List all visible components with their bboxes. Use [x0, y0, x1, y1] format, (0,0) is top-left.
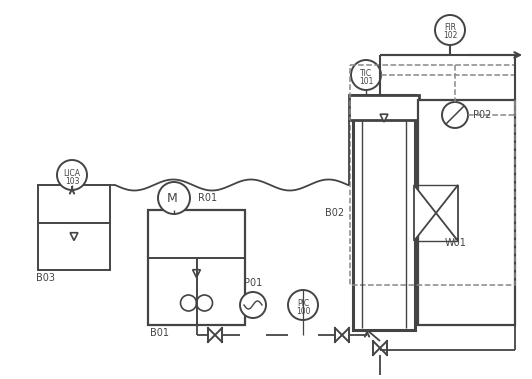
Text: FIR: FIR — [444, 23, 456, 33]
Bar — [349, 95, 419, 120]
Circle shape — [288, 290, 318, 320]
Text: W01: W01 — [445, 238, 467, 247]
Bar — [148, 210, 245, 325]
Text: M: M — [167, 191, 177, 205]
Text: TIC: TIC — [360, 69, 372, 77]
Text: PIC: PIC — [297, 299, 309, 307]
Text: LICA: LICA — [63, 169, 80, 177]
Circle shape — [180, 295, 196, 311]
Polygon shape — [380, 114, 388, 122]
Polygon shape — [70, 233, 78, 241]
Bar — [38, 185, 110, 270]
Text: 103: 103 — [65, 177, 79, 185]
Polygon shape — [193, 270, 201, 277]
Circle shape — [240, 292, 266, 318]
Text: R01: R01 — [198, 193, 217, 203]
Text: P01: P01 — [244, 278, 262, 288]
Polygon shape — [414, 185, 436, 241]
Circle shape — [196, 295, 212, 311]
Text: B01: B01 — [150, 328, 169, 338]
Bar — [350, 65, 515, 285]
Text: 100: 100 — [296, 307, 310, 315]
Circle shape — [158, 182, 190, 214]
Polygon shape — [436, 185, 458, 241]
Circle shape — [57, 160, 87, 190]
Bar — [418, 100, 515, 325]
Circle shape — [435, 15, 465, 45]
Text: P02: P02 — [473, 110, 492, 120]
Text: B02: B02 — [325, 207, 344, 218]
Text: B03: B03 — [36, 273, 55, 283]
Circle shape — [442, 102, 468, 128]
Circle shape — [351, 60, 381, 90]
Text: 102: 102 — [443, 31, 457, 41]
Bar — [353, 95, 415, 330]
Text: 101: 101 — [359, 77, 373, 86]
